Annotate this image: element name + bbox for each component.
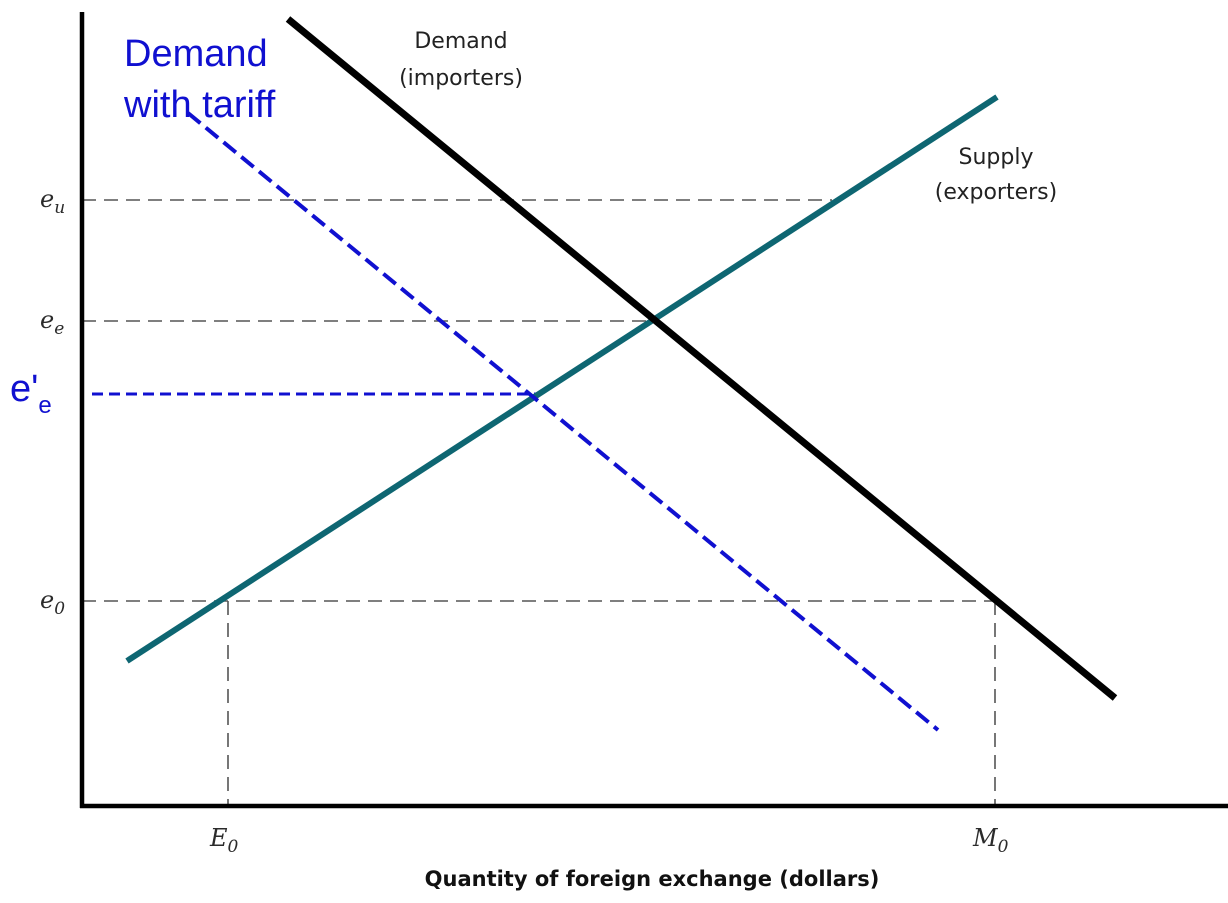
- tick-label-e-0: e0: [40, 586, 65, 619]
- demand-tariff-label-line1: Demand: [124, 33, 268, 75]
- supply-label-line1: Supply: [959, 145, 1034, 170]
- supply-label-line2: (exporters): [935, 180, 1057, 205]
- demand-with-tariff-curve: [186, 111, 940, 732]
- x-axis-title: Quantity of foreign exchange (dollars): [425, 867, 880, 891]
- demand-curve: [285, 16, 1118, 701]
- axes: [79, 12, 1228, 809]
- tick-label-M-0: M0: [972, 824, 1009, 857]
- tick-label-e-e: ee: [40, 306, 64, 339]
- demand-label-line1: Demand: [414, 29, 507, 54]
- demand-label-line2: (importers): [399, 66, 523, 91]
- demand-tariff-label-line2: with tariff: [123, 84, 276, 126]
- tick-label-e-u: eu: [40, 185, 65, 218]
- supply-curve: [125, 94, 999, 664]
- tick-label-e-prime-e: e'e: [10, 368, 52, 419]
- tick-label-E-0: E0: [209, 824, 239, 857]
- guide-lines: [82, 199, 996, 806]
